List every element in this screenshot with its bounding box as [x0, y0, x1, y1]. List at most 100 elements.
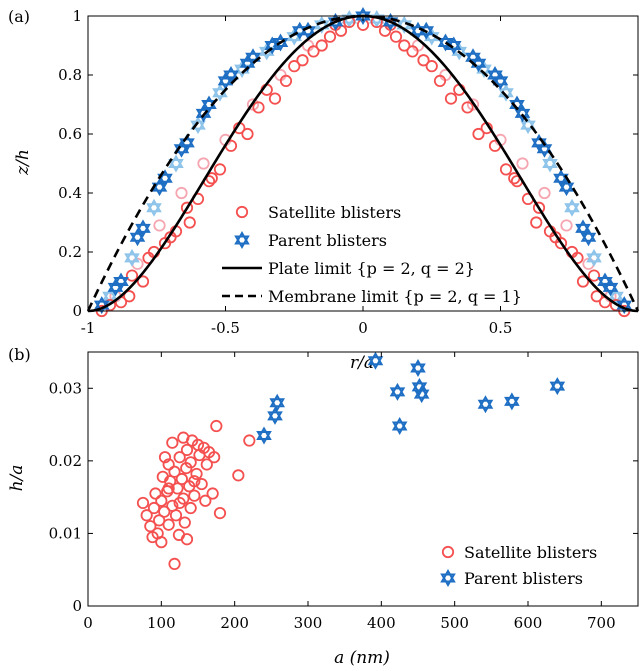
parent-point: [389, 382, 406, 401]
satellite-point: [164, 475, 177, 488]
panel-a-label: (a): [8, 7, 30, 26]
satellite-point: [168, 465, 181, 478]
satellite-point: [183, 216, 196, 229]
parent-point: [129, 228, 146, 247]
parent-point: [146, 198, 162, 217]
legend-b-parent-label: Parent blisters: [464, 569, 583, 588]
x-tick-label: 300: [294, 614, 323, 632]
satellite-point: [195, 477, 208, 491]
parent-point: [410, 358, 426, 377]
satellite-point: [307, 45, 320, 58]
parent-point: [413, 385, 430, 404]
satellite-point: [123, 290, 136, 303]
satellite-point: [213, 163, 227, 176]
y-tick-label: 0.02: [49, 452, 82, 470]
legend-b-satellite-label: Satellite blisters: [464, 543, 597, 562]
satellite-point: [243, 434, 256, 447]
satellite-point: [417, 54, 430, 67]
parent-point: [256, 426, 272, 445]
parent-point: [217, 71, 234, 90]
parent-point: [586, 248, 602, 267]
satellite-point: [173, 496, 186, 510]
x-tick-label: 600: [514, 614, 543, 632]
x-tick-label: 200: [220, 614, 249, 632]
parent-point: [151, 178, 168, 197]
satellite-point: [554, 237, 568, 250]
panel-b: (b) 0 100 200 300 400 500 600 70000.010.020.03 …: [7, 345, 639, 668]
parent-point: [542, 154, 558, 173]
satellite-point: [197, 157, 210, 170]
satellite-point: [188, 475, 201, 488]
parent-point: [477, 395, 494, 414]
satellite-point: [147, 501, 161, 515]
satellite-point: [323, 30, 337, 43]
legend-a-plate-label: Plate limit {p = 2, q = 2}: [268, 259, 475, 278]
satellite-point: [587, 269, 601, 282]
parent-point: [504, 392, 520, 411]
parent-point: [391, 417, 408, 436]
x-tick-label: 0: [358, 319, 368, 337]
satellite-point: [158, 451, 172, 464]
satellite-point: [210, 419, 223, 433]
satellite-point: [398, 39, 411, 52]
x-tick-label: -1: [81, 319, 96, 337]
satellite-point: [433, 74, 447, 88]
satellite-point: [444, 92, 458, 105]
satellite-point: [472, 127, 485, 141]
satellite-point: [213, 507, 227, 520]
satellite-point: [162, 482, 175, 495]
satellite-point: [158, 505, 171, 518]
satellite-point: [296, 54, 309, 67]
x-tick-label: 400: [367, 614, 396, 632]
satellite-point: [166, 436, 179, 449]
parent-point: [580, 228, 597, 247]
y-tick-label: 0.6: [58, 125, 82, 143]
satellite-point: [173, 451, 186, 464]
satellite-point: [516, 157, 529, 170]
satellite-point: [153, 219, 166, 232]
panel-b-legend: Satellite blisters Parent blisters: [440, 543, 597, 588]
satellite-point: [199, 494, 212, 507]
y-tick-label: 0.01: [49, 524, 82, 542]
satellite-point: [155, 494, 168, 507]
legend-circle-marker: [235, 205, 249, 219]
satellite-point: [155, 536, 168, 549]
legend-a-satellite-label: Satellite blisters: [268, 203, 401, 222]
y-tick-label: 1: [72, 7, 82, 25]
satellite-point: [162, 518, 175, 531]
satellite-point: [180, 201, 194, 214]
panel-b-x-axis-label: a (nm): [334, 648, 390, 668]
satellite-point: [315, 39, 328, 52]
y-tick-label: 0.8: [58, 66, 82, 84]
satellite-point: [175, 472, 188, 486]
satellite-point: [232, 469, 245, 482]
parent-point: [553, 169, 569, 188]
x-tick-label: 700: [587, 614, 616, 632]
panel-a-x-axis-label: r/a: [350, 353, 374, 373]
y-tick-label: 0.2: [58, 243, 82, 261]
parent-point: [558, 178, 575, 197]
satellite-point: [158, 237, 172, 250]
satellite-point: [241, 127, 254, 141]
panel-a-legend: Satellite blisters Parent blisters Plate…: [222, 203, 522, 306]
satellite-point: [162, 458, 175, 471]
satellite-point: [149, 487, 162, 500]
satellite-point: [188, 489, 201, 502]
satellite-point: [136, 496, 150, 510]
satellite-point: [279, 74, 293, 88]
satellite-point: [200, 458, 213, 471]
legend-circle-marker: [441, 545, 455, 559]
satellite-point: [125, 269, 139, 282]
legend-b-satellite-marker: [441, 545, 455, 559]
legend-a-parent-label: Parent blisters: [268, 231, 387, 250]
legend-hexagram-marker: [234, 230, 250, 250]
panel-b-y-axis-label: h/a: [7, 465, 27, 492]
satellite-point: [560, 219, 573, 232]
satellite-point: [532, 201, 546, 214]
satellite-point: [288, 60, 301, 73]
parent-point: [549, 377, 566, 396]
y-tick-label: 0: [72, 597, 82, 615]
satellite-point: [406, 45, 419, 58]
satellite-point: [425, 60, 438, 73]
parent-point: [107, 278, 124, 297]
